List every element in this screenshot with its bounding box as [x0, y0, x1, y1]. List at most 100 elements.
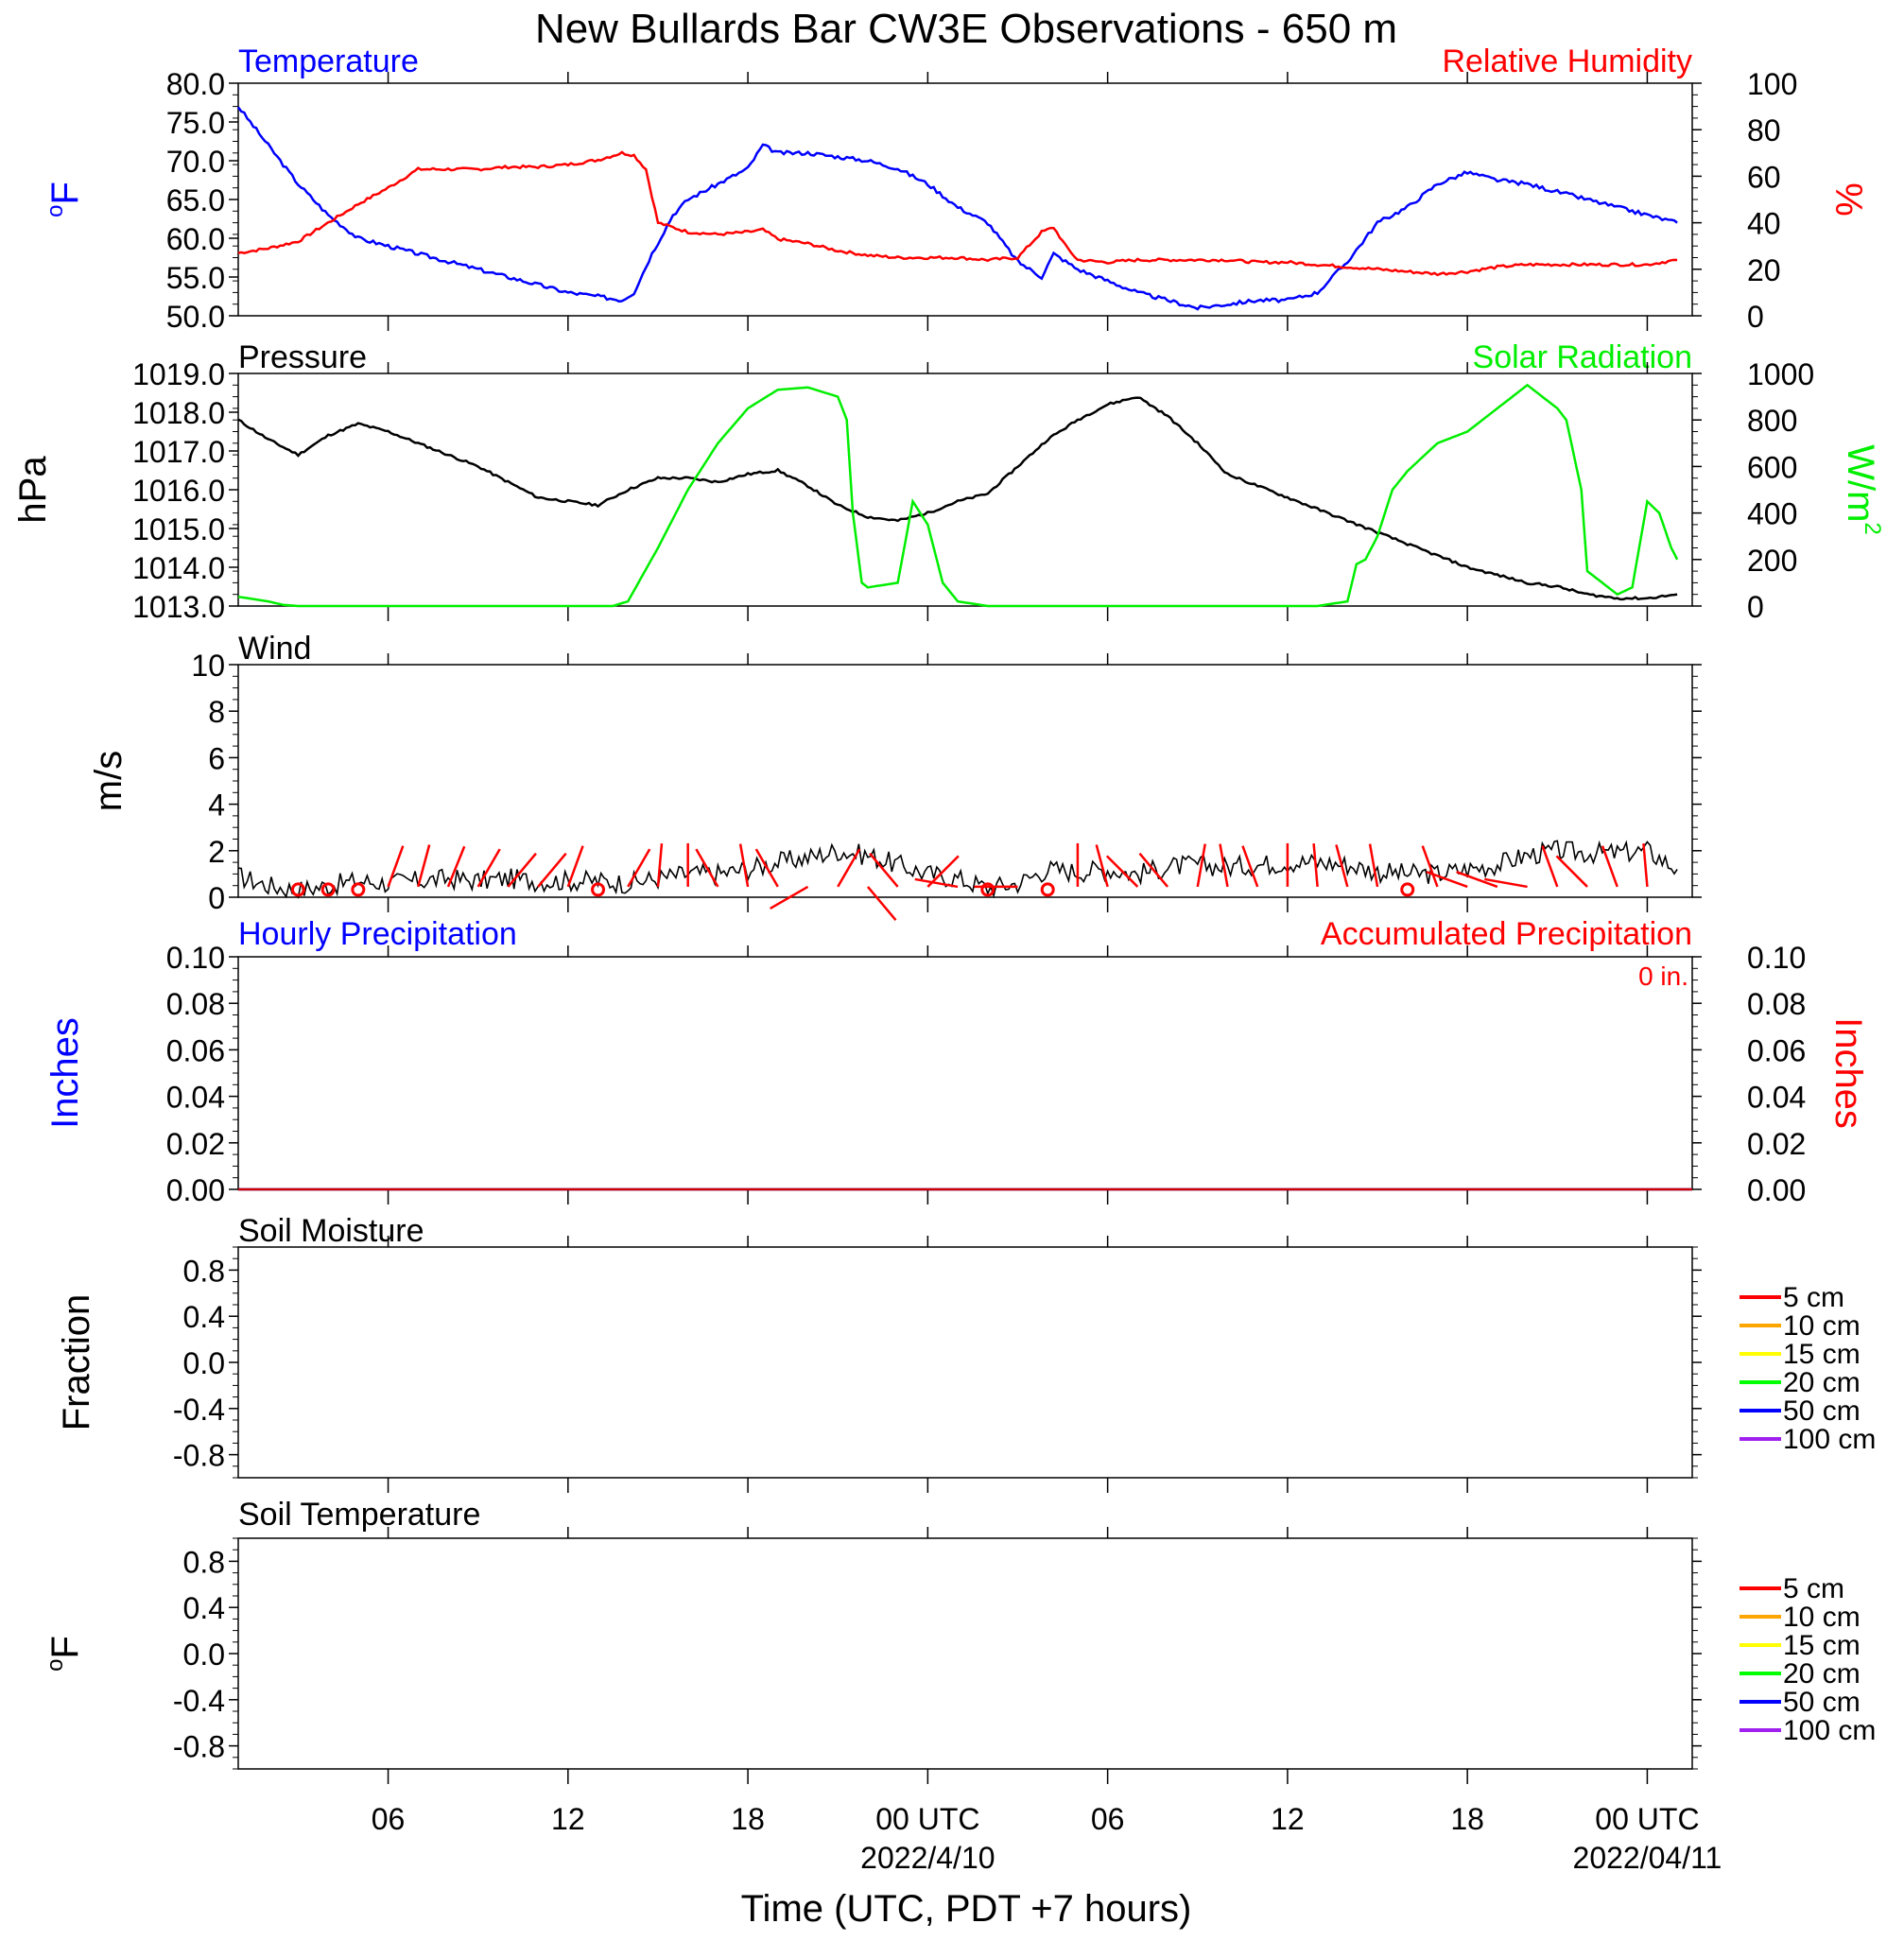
soil-temp-ylabel-degree: o — [43, 1659, 68, 1672]
wind-barb — [446, 845, 466, 888]
temp-title: Temperature — [238, 43, 419, 79]
y-right-tick-label: 0.04 — [1747, 1081, 1806, 1115]
wind-speed-line — [237, 840, 1678, 899]
wind-barb — [476, 848, 501, 888]
y-tick-label: 8 — [208, 695, 225, 729]
soil-temp-ticks-left: 0.8 0.4 0.0 -0.4 -0.8 — [173, 1545, 1702, 1764]
legend-label: 5 cm — [1783, 1573, 1844, 1604]
y-tick-label: 0.8 — [183, 1545, 225, 1579]
wind-barb — [656, 842, 664, 888]
wind-barb — [1484, 877, 1528, 889]
wind-xticks — [387, 653, 1649, 912]
wind-barb — [1601, 845, 1618, 888]
temp-ylabel: oF — [43, 182, 86, 217]
legend-label: 10 cm — [1783, 1310, 1861, 1342]
legend-label: 50 cm — [1783, 1395, 1861, 1427]
wind-barb — [566, 845, 584, 888]
solar-radiation-line — [237, 383, 1679, 608]
wind-barb — [914, 877, 959, 889]
y-tick-label: 0.4 — [183, 1591, 225, 1625]
y-tick-label: 0.4 — [183, 1300, 225, 1334]
y-right-tick-label: 20 — [1747, 253, 1781, 287]
wind-barb — [1642, 842, 1649, 888]
y-tick-label: 65.0 — [166, 183, 225, 217]
wind-calm-marker — [290, 882, 305, 897]
y-tick-label: 0.00 — [166, 1173, 225, 1207]
relative-humidity-line — [237, 150, 1678, 277]
y-tick-label: -0.4 — [173, 1393, 225, 1427]
wind-barb — [866, 886, 897, 921]
x-tick-label: 00 UTC — [1595, 1802, 1699, 1836]
legend-label: 20 cm — [1783, 1367, 1861, 1398]
y-right-tick-label: 600 — [1747, 450, 1797, 484]
temp-ylabel-unit: F — [44, 182, 86, 204]
y-tick-label: 0.06 — [166, 1033, 225, 1067]
x-tick-label: 06 — [372, 1802, 406, 1836]
pressure-ticks-left: 1019.0 1018.0 1017.0 1016.0 1015.0 1014.0 1013… — [132, 357, 238, 624]
x-tick-label: 06 — [1091, 1802, 1125, 1836]
y-right-tick-label: 100 — [1747, 67, 1797, 101]
wind-barb — [1138, 852, 1169, 888]
pressure-solar-xticks — [387, 362, 1649, 621]
y-right-tick-label: 0 — [1747, 590, 1764, 624]
soil-temp-minor-ticks — [233, 1537, 1698, 1770]
wind-barb — [770, 885, 809, 910]
y-tick-label: -0.8 — [173, 1439, 225, 1473]
wind-title: Wind — [238, 631, 311, 667]
temp-ticks-left: 80.0 75.0 70.0 65.0 60.0 55.0 50.0 — [166, 67, 238, 334]
x-tick-date-label: 2022/4/10 — [860, 1841, 995, 1875]
y-tick-label: 1013.0 — [132, 590, 225, 624]
soil-moisture-ylabel: Fraction — [56, 1294, 97, 1431]
soil-temp-xticks — [387, 1527, 1649, 1784]
wind-barb — [695, 848, 719, 888]
wind-barb — [1421, 845, 1439, 888]
y-tick-label: 6 — [208, 741, 225, 775]
solar-ylabel-exponent: 2 — [1860, 522, 1885, 534]
legend-label: 50 cm — [1783, 1687, 1861, 1718]
soil-moisture-xticks — [387, 1236, 1649, 1493]
soil-temp-title: Soil Temperature — [238, 1497, 480, 1533]
precip-ticks-right: 0.10 0.08 0.06 0.04 0.02 0.00 — [1692, 941, 1806, 1207]
y-tick-label: 0.08 — [166, 987, 225, 1021]
soil-moisture-title: Soil Moisture — [238, 1213, 424, 1249]
temp-rh-frame — [237, 82, 1693, 317]
y-right-tick-label: 60 — [1747, 160, 1781, 194]
soil-temp-ylabel-unit: F — [44, 1636, 86, 1658]
y-tick-label: 0.8 — [183, 1254, 225, 1288]
y-tick-label: 0.02 — [166, 1127, 225, 1161]
y-tick-label: 1018.0 — [132, 396, 225, 430]
y-tick-label: 10 — [191, 649, 225, 683]
y-tick-label: 4 — [208, 789, 225, 823]
wind-calm-marker — [980, 882, 995, 897]
y-tick-label: 60.0 — [166, 222, 225, 256]
rh-ylabel: % — [1827, 182, 1869, 217]
y-right-tick-label: 200 — [1747, 544, 1797, 578]
y-tick-label: 70.0 — [166, 145, 225, 179]
hourly-precip-title: Hourly Precipitation — [238, 916, 517, 952]
soil-temp-frame — [237, 1537, 1693, 1770]
y-right-tick-label: 40 — [1747, 207, 1781, 241]
y-right-tick-label: 800 — [1747, 404, 1797, 438]
pressure-solar-frame — [237, 373, 1693, 607]
hourly-precip-ylabel: Inches — [44, 1017, 86, 1129]
wind-barb — [417, 844, 431, 888]
soil-temp-ylabel: oF — [43, 1636, 86, 1672]
pressure-solar-panel: Pressure Solar Radiation 1019.01018.0101… — [12, 339, 1885, 624]
x-tick-label: 18 — [731, 1802, 765, 1836]
y-tick-label: 1016.0 — [132, 474, 225, 508]
wind-barb — [1368, 843, 1379, 888]
x-tick-label: 00 UTC — [875, 1802, 979, 1836]
legend-label: 10 cm — [1783, 1602, 1861, 1633]
wind-barb — [1541, 845, 1559, 888]
y-tick-label: -0.8 — [173, 1730, 225, 1764]
soil-moisture-ticks-left: 0.8 0.4 0.0 -0.4 -0.8 — [173, 1254, 1702, 1473]
y-right-tick-label: 0.00 — [1747, 1173, 1806, 1207]
wind-calm-marker — [1040, 882, 1055, 897]
legend-label: 20 cm — [1783, 1658, 1861, 1690]
temp-rh-minor-ticks — [233, 82, 1698, 317]
accum-precip-ylabel: Inches — [1827, 1017, 1869, 1129]
